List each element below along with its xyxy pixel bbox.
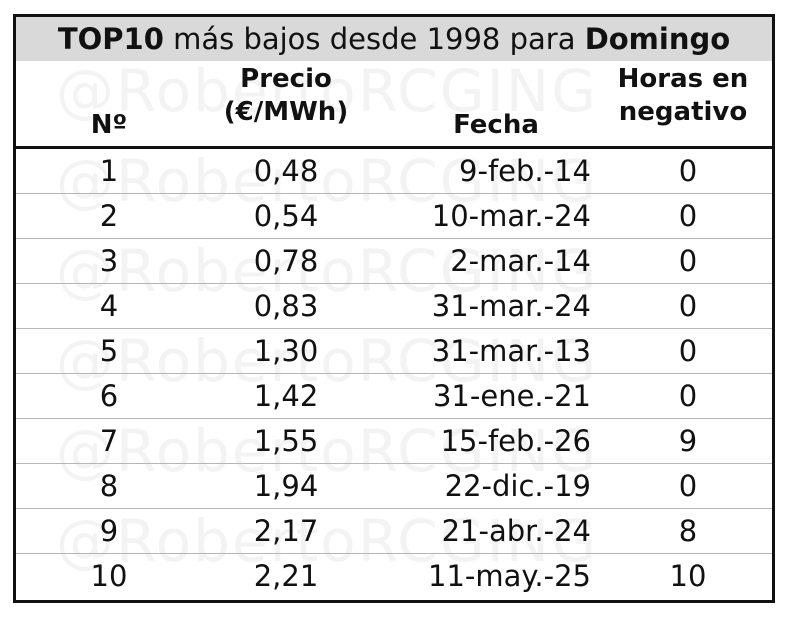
header-row: Nº Precio (€/MWh) Fecha Horas en negativ… [16,61,772,149]
cell-number: 9 [99,514,119,548]
cell-price: 0,54 [253,199,319,233]
cell-number: 1 [99,154,119,188]
cell-date: 15-feb.-26 [440,424,591,458]
cell-number: 10 [90,559,128,593]
table-row: 4 0,83 31-mar.-24 0 [16,284,772,329]
cell-date: 10-mar.-24 [431,199,591,233]
cell-negative-hours: 0 [678,244,698,278]
cell-negative-hours: 0 [678,469,698,503]
table-row: 10 2,21 11-may.-25 10 [16,554,772,599]
cell-negative-hours: 9 [678,424,698,458]
table-title: TOP10 más bajos desde 1998 para Domingo [16,17,772,61]
cell-date: 31-mar.-24 [431,289,591,323]
cell-date: 31-mar.-13 [431,334,591,368]
cell-date: 21-abr.-24 [441,514,591,548]
cell-date: 11-may.-25 [428,559,591,593]
cell-date: 9-feb.-14 [459,154,591,188]
header-date: Fecha [453,110,539,140]
cell-price: 1,55 [253,424,319,458]
header-price-line2: (€/MWh) [223,97,349,127]
cell-price: 0,78 [253,244,319,278]
table-row: 6 1,42 31-ene.-21 0 [16,374,772,419]
cell-price: 1,42 [253,379,319,413]
cell-number: 8 [99,469,119,503]
cell-negative-hours: 0 [678,199,698,233]
cell-number: 3 [99,244,119,278]
cell-negative-hours: 0 [678,289,698,323]
cell-negative-hours: 0 [678,334,698,368]
title-prefix: TOP10 [57,22,164,56]
header-neg-line1: Horas en [617,64,749,94]
title-middle: más bajos desde 1998 para [163,22,585,56]
cell-price: 0,48 [253,154,319,188]
cell-price: 0,83 [253,289,319,323]
table-row: 8 1,94 22-dic.-19 0 [16,464,772,509]
table-row: 3 0,78 2-mar.-14 0 [16,239,772,284]
header-price: Precio (€/MWh) [196,63,376,129]
header-negative-hours: Horas en negativo [598,63,768,129]
header-neg-line2: negativo [618,97,748,127]
cell-negative-hours: 0 [678,154,698,188]
cell-date: 22-dic.-19 [444,469,591,503]
table-row: 5 1,30 31-mar.-13 0 [16,329,772,374]
cell-number: 2 [99,199,119,233]
cell-date: 31-ene.-21 [432,379,591,413]
cell-negative-hours: 8 [678,514,698,548]
cell-negative-hours: 10 [669,559,707,593]
cell-price: 1,30 [253,334,319,368]
header-number: Nº [90,110,128,140]
title-suffix: Domingo [584,22,731,56]
header-price-line1: Precio [240,64,332,94]
cell-price: 1,94 [253,469,319,503]
cell-negative-hours: 0 [678,379,698,413]
cell-number: 5 [99,334,119,368]
cell-price: 2,21 [253,559,319,593]
cell-number: 4 [99,289,119,323]
table-row: 7 1,55 15-feb.-26 9 [16,419,772,464]
cell-number: 7 [99,424,119,458]
cell-date: 2-mar.-14 [450,244,591,278]
table-row: 9 2,17 21-abr.-24 8 [16,509,772,554]
table-row: 2 0,54 10-mar.-24 0 [16,194,772,239]
cell-number: 6 [99,379,119,413]
ranking-table: @RobertoRCGING @RobertoRCGING @RobertoRC… [13,14,775,603]
table-row: 1 0,48 9-feb.-14 0 [16,149,772,194]
table-body: 1 0,48 9-feb.-14 0 2 0,54 10-mar.-24 0 3… [16,149,772,599]
cell-price: 2,17 [253,514,319,548]
